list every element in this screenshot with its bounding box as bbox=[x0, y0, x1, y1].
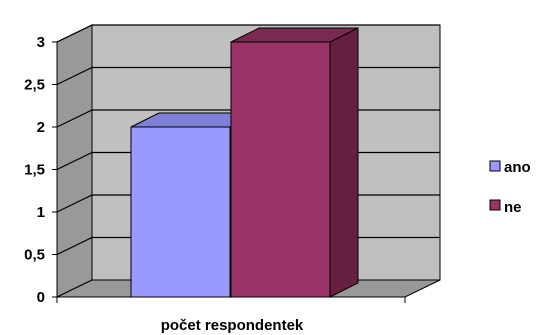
y-tick-label: 0,5 bbox=[24, 247, 45, 264]
bar-side-ne bbox=[329, 27, 359, 298]
bar-front-ne bbox=[230, 41, 331, 298]
legend-label-ne: ne bbox=[504, 199, 522, 216]
bar-ne bbox=[230, 27, 359, 298]
x-axis-category-label: počet respondentek bbox=[161, 317, 304, 334]
y-tick-label: 3 bbox=[37, 34, 45, 51]
bar-front-ano bbox=[130, 126, 231, 298]
y-tick-label: 2 bbox=[37, 119, 45, 136]
legend-swatch-ne bbox=[489, 199, 501, 211]
y-tick-label: 0 bbox=[37, 289, 45, 306]
y-tick-label: 2,5 bbox=[24, 77, 45, 94]
y-axis-ticks: 0 0,5 1 1,5 2 2,5 3 bbox=[24, 34, 45, 306]
y-tick-label: 1 bbox=[37, 204, 45, 221]
y-tick-label: 1,5 bbox=[24, 162, 45, 179]
gridline bbox=[56, 24, 440, 43]
bars bbox=[130, 27, 359, 298]
legend-swatch-ano bbox=[489, 160, 501, 172]
legend: ano ne bbox=[486, 146, 540, 218]
legend-label-ano: ano bbox=[504, 159, 531, 176]
